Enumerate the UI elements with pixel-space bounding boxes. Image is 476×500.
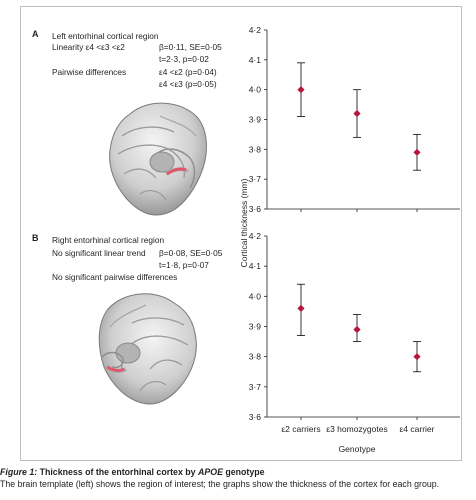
y-axis-title: Cortical thickness (mm): [239, 178, 249, 267]
data-point: [297, 304, 305, 312]
caption-title-line: Figure 1: Thickness of the entorhinal co…: [0, 466, 476, 478]
y-tick-label: 3·6: [249, 412, 262, 422]
y-tick-label: 3·7: [249, 382, 262, 392]
panel-b-trend: No significant linear trend: [52, 248, 146, 258]
data-point: [353, 325, 361, 334]
y-tick-label: 4·0: [249, 291, 262, 301]
panel-a-stat2: t=2·3, p=0·02: [159, 54, 209, 64]
chart-left-entorhinal: 3·6 3·7 3·8 3·9 4·0 4·1 4·2: [249, 25, 460, 214]
panel-b-letter: B: [32, 233, 39, 243]
roi-highlight-left: [166, 167, 187, 176]
figure-caption: Figure 1: Thickness of the entorhinal co…: [0, 466, 476, 490]
y-tick-label: 3·8: [249, 352, 262, 362]
y-tick-label: 4·2: [249, 231, 262, 241]
panel-b-pairwise-label: No significant pairwise differences: [52, 272, 178, 282]
panel-a-pair1: ε4 <ε2 (p=0·04): [159, 67, 217, 77]
y-tick-label: 4·1: [249, 261, 262, 271]
caption-title-gene: APOE: [198, 467, 223, 477]
y-tick-label: 4·2: [249, 25, 262, 35]
y-tick-label: 3·7: [249, 174, 262, 184]
panel-a-title: Left entorhinal cortical region: [52, 31, 159, 41]
panel-a-trend: Linearity ε4 <ε3 <ε2: [52, 42, 125, 52]
x-tick-label: ε2 carriers: [281, 424, 320, 434]
panel-a-pairwise-label: Pairwise differences: [52, 67, 127, 77]
brain-template-left-icon: [109, 102, 207, 216]
y-tick-label: 3·6: [249, 204, 262, 214]
figure-frame: [20, 6, 462, 461]
panel-a-stat1: β=0·11, SE=0·05: [159, 42, 222, 52]
y-tick-label: 3·9: [249, 115, 262, 125]
brain-template-right-icon: [98, 293, 197, 405]
data-point: [413, 353, 421, 361]
caption-title-post: genotype: [222, 467, 265, 477]
chart-right-entorhinal: 3·6 3·7 3·8 3·9 4·0 4·1 4·2 ε2 carriers ε3 homoz…: [249, 231, 460, 434]
roi-highlight-right: [106, 365, 125, 372]
panel-b-stat2: t=1·8, p=0·07: [159, 260, 209, 270]
panel-b-stat1: β=0·08, SE=0·05: [159, 248, 223, 258]
caption-text: The brain template (left) shows the regi…: [0, 479, 440, 489]
panel-a-pair2: ε4 <ε3 (p=0·05): [159, 79, 217, 89]
x-tick-label: ε4 carrier: [400, 424, 435, 434]
panel-b-title: Right entorhinal cortical region: [52, 235, 165, 245]
x-tick-label: ε3 homozygotes: [326, 424, 387, 434]
x-axis-title: Genotype: [339, 444, 376, 454]
data-point: [297, 86, 305, 94]
y-tick-label: 3·9: [249, 322, 262, 332]
panel-a-letter: A: [32, 29, 39, 39]
caption-title-pre: Thickness of the entorhinal cortex by: [39, 467, 198, 477]
caption-lead: Figure 1:: [0, 467, 38, 477]
data-point: [413, 148, 421, 156]
y-tick-label: 4·1: [249, 55, 262, 65]
y-tick-label: 4·0: [249, 85, 262, 95]
data-point: [353, 109, 361, 118]
y-tick-label: 3·8: [249, 144, 262, 154]
